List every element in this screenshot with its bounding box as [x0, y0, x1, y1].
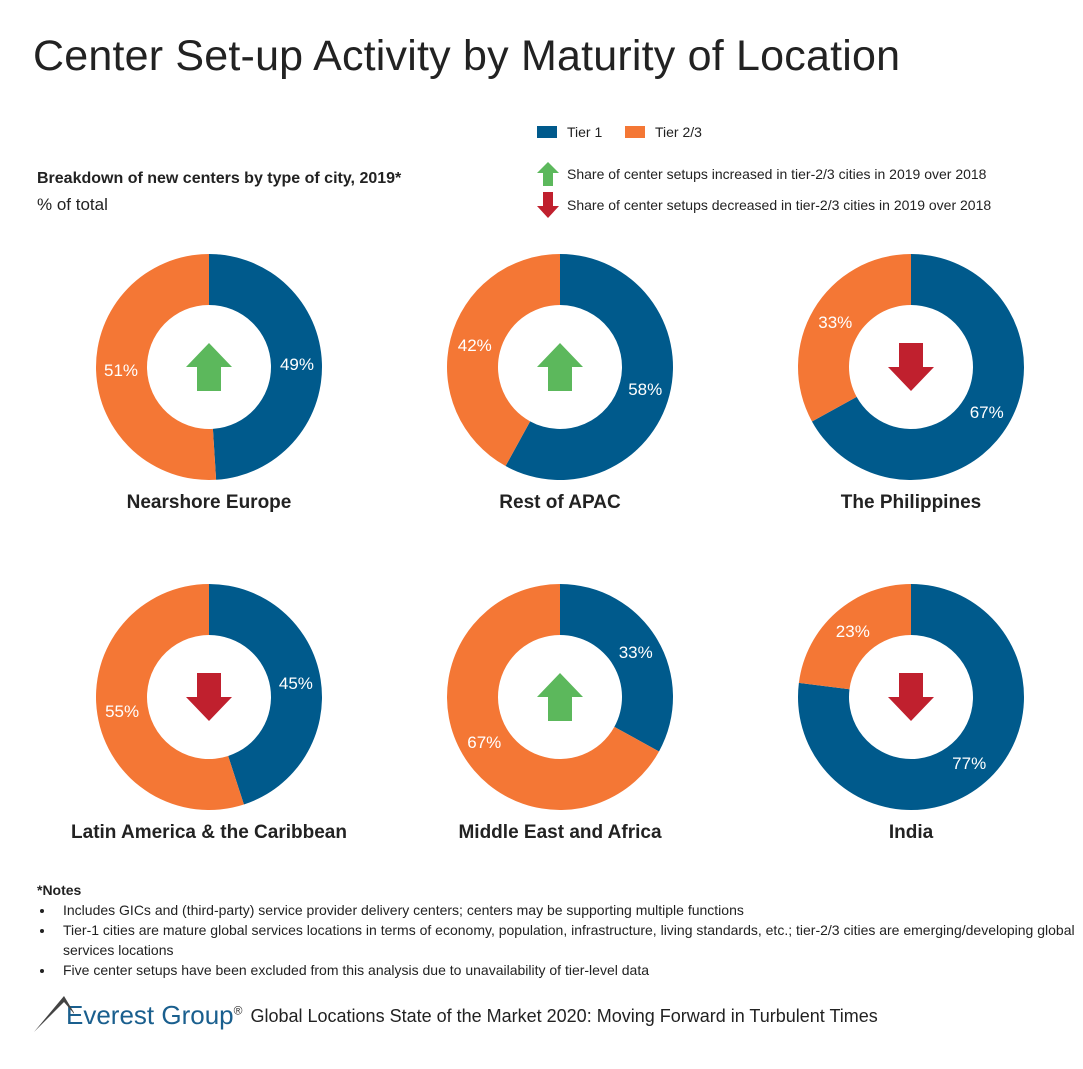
brand-logo: Everest Group®: [66, 1000, 242, 1031]
green-up-arrow-icon: [537, 162, 559, 186]
chart-title: Rest of APAC: [499, 492, 621, 513]
registered-mark: ®: [233, 1003, 243, 1018]
note-item: Includes GICs and (third-party) service …: [55, 900, 1083, 920]
label-tier23: 55%: [105, 702, 139, 721]
slice-tier1: [798, 584, 1024, 810]
slice-tier1: [505, 254, 674, 481]
label-tier1: 49%: [280, 355, 314, 374]
notes-heading: *Notes: [37, 882, 82, 898]
legend-up-label: Share of center setups increased in tier…: [567, 166, 987, 182]
footer-text: Global Locations State of the Market 202…: [250, 1006, 878, 1026]
slice-tier23: [447, 254, 560, 467]
legend-down: Share of center setups decreased in tier…: [537, 192, 991, 218]
green-up-arrow-icon: [186, 343, 232, 391]
label-tier1: 33%: [619, 643, 653, 662]
slice-tier1: [560, 584, 673, 752]
green-up-arrow-icon: [537, 343, 583, 391]
green-up-arrow-icon: [537, 673, 583, 721]
donut-charts: 49% 51% Nearshore Europe 58% 42% Rest of APAC…: [71, 254, 1025, 843]
red-down-arrow-icon: [888, 673, 934, 721]
legend-tier23-label: Tier 2/3: [655, 124, 702, 140]
slice-tier1: [209, 584, 322, 805]
legend-up: Share of center setups increased in tier…: [537, 162, 986, 186]
label-tier23: 42%: [458, 336, 492, 355]
mountain-logo-icon: [34, 996, 74, 1032]
tier1-swatch: [537, 126, 557, 138]
red-down-arrow-icon: [537, 192, 559, 218]
unit-label: % of total: [37, 195, 108, 214]
slice-tier23: [798, 584, 911, 690]
slice-tier1: [811, 254, 1025, 480]
legend-tier1: Tier 1: [537, 124, 602, 140]
label-tier1: 58%: [628, 380, 662, 399]
chart-title: The Philippines: [841, 492, 981, 513]
slice-tier23: [95, 254, 217, 480]
label-tier1: 77%: [952, 754, 986, 773]
chart-title: Latin America & the Caribbean: [71, 822, 347, 843]
label-tier23: 33%: [818, 313, 852, 332]
chart-subtitle: Breakdown of new centers by type of city…: [37, 170, 402, 187]
note-item: Five center setups have been excluded fr…: [55, 960, 1083, 980]
slice-tier1: [209, 254, 322, 480]
label-tier23: 67%: [467, 733, 501, 752]
red-down-arrow-icon: [186, 673, 232, 721]
chart-title: Nearshore Europe: [127, 492, 292, 513]
slice-tier23: [798, 254, 911, 422]
label-tier23: 51%: [104, 361, 138, 380]
legend-tier1-label: Tier 1: [567, 124, 603, 140]
legend-tier23: Tier 2/3: [625, 124, 702, 140]
slice-tier23: [95, 584, 244, 810]
red-down-arrow-icon: [888, 343, 934, 391]
chart-title: India: [889, 822, 934, 843]
slice-tier23: [447, 584, 660, 810]
footer: Everest Group® Global Locations State of…: [34, 996, 878, 1032]
tier23-swatch: [625, 126, 645, 138]
notes: *Notes Includes GICs and (third-party) s…: [37, 880, 1083, 980]
legend-down-label: Share of center setups decreased in tier…: [567, 197, 992, 213]
brand-name: Everest Group: [66, 1000, 234, 1030]
note-item: Tier-1 cities are mature global services…: [55, 920, 1083, 960]
chart-title: Middle East and Africa: [458, 822, 661, 843]
label-tier23: 23%: [836, 622, 870, 641]
label-tier1: 67%: [970, 403, 1004, 422]
label-tier1: 45%: [279, 674, 313, 693]
page-title: Center Set-up Activity by Maturity of Lo…: [33, 32, 901, 80]
